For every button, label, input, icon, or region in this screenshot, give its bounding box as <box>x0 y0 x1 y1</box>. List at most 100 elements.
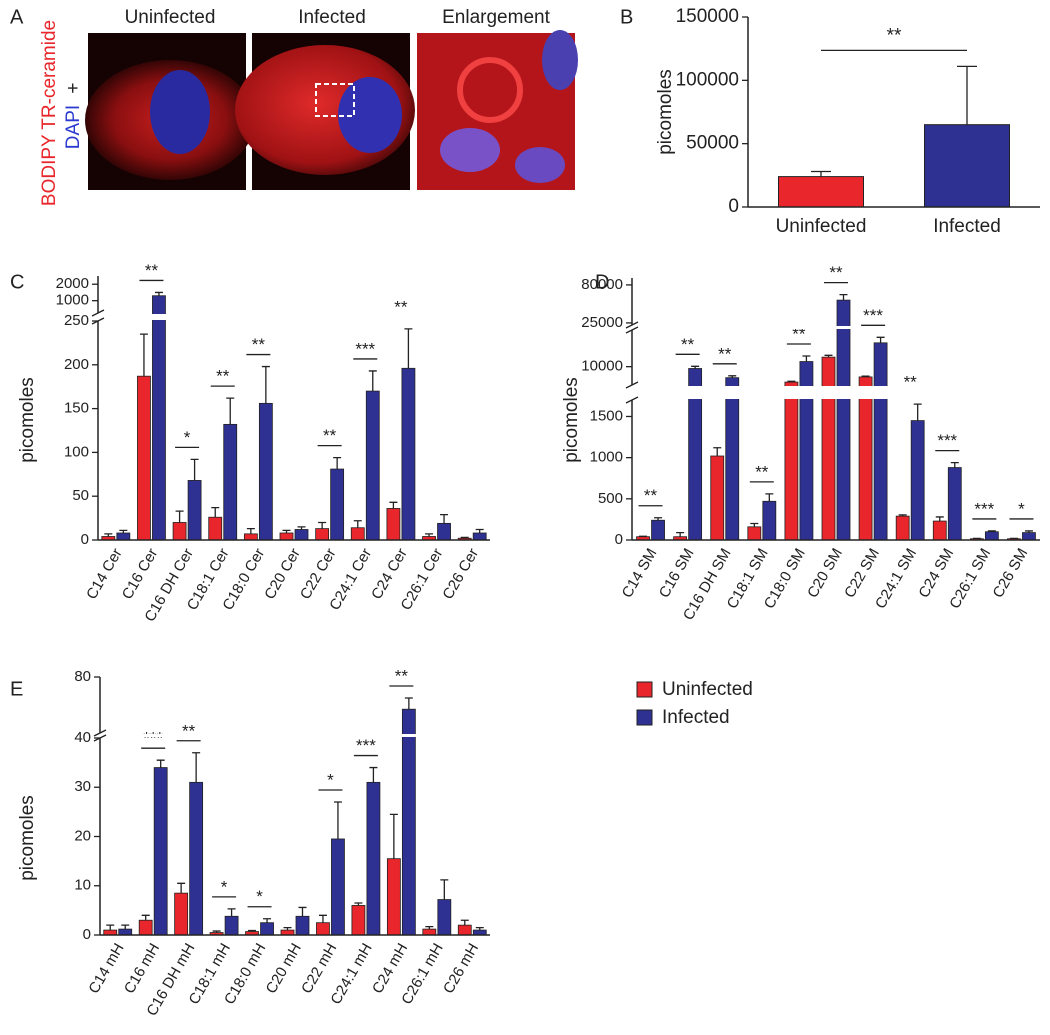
error-bar <box>404 328 413 369</box>
y-tick-label: 30 <box>74 778 91 795</box>
significance-label: ** <box>323 426 337 445</box>
bar <box>651 519 665 541</box>
error-bar <box>369 766 378 783</box>
x-tick-label: C22 SM <box>841 545 883 600</box>
image-title: Uninfected <box>125 7 216 28</box>
significance-label: ** <box>681 335 695 354</box>
significance-label: * <box>221 877 228 896</box>
error-bar <box>950 461 959 468</box>
y-tick-label: 150000 <box>676 6 739 27</box>
bar <box>330 468 345 541</box>
significance-label: *** <box>143 729 163 748</box>
legend-label: Infected <box>662 707 730 728</box>
y-tick-label: 10000 <box>581 358 623 375</box>
bar <box>710 455 725 541</box>
significance-label: ** <box>395 666 409 685</box>
y-tick-label: 40 <box>74 729 91 746</box>
inclusion <box>515 147 565 183</box>
y-tick-label: 250 <box>64 312 89 329</box>
error-bar <box>440 513 449 524</box>
error-bar <box>212 930 221 933</box>
y-axis-label: picomoles <box>17 377 38 463</box>
bar <box>947 467 962 541</box>
error-bar <box>425 533 434 537</box>
error-bar <box>119 529 128 533</box>
bar <box>984 531 999 541</box>
bar <box>821 356 836 541</box>
error-bar <box>261 365 270 404</box>
x-tick-label: C14 SM <box>619 545 661 600</box>
bar <box>386 858 401 936</box>
bar <box>315 528 330 541</box>
bar <box>116 532 131 541</box>
bar <box>174 892 189 936</box>
zoom-box <box>315 83 355 117</box>
vacuole <box>457 57 523 123</box>
x-tick-label: Uninfected <box>776 216 867 237</box>
error-bar <box>957 65 977 125</box>
bar <box>137 375 151 541</box>
significance-label: *** <box>863 306 883 325</box>
significance-label: * <box>184 428 191 447</box>
error-bar <box>192 752 201 783</box>
counterstain-label: DAPI <box>63 105 84 149</box>
bar <box>747 526 762 541</box>
bar <box>243 533 258 541</box>
error-bar <box>354 902 363 906</box>
error-bar <box>389 813 398 859</box>
x-tick-label: C24 SM <box>915 545 957 600</box>
bar <box>187 480 202 541</box>
image-title: Infected <box>298 7 366 28</box>
bar <box>472 532 487 541</box>
error-bar <box>676 531 685 537</box>
stain-label: BODIPY TR-ceramide <box>39 20 60 206</box>
y-tick-label: 1000 <box>590 449 623 466</box>
error-bar <box>154 291 163 296</box>
error-bar <box>190 458 199 481</box>
y-tick-label: 50 <box>72 487 89 504</box>
error-bar <box>318 521 327 529</box>
nucleus <box>150 70 210 154</box>
inclusion <box>542 30 578 90</box>
y-tick-label: 0 <box>81 531 89 548</box>
bar <box>258 402 273 541</box>
bar <box>386 508 401 541</box>
inclusion <box>440 128 500 172</box>
bar <box>924 124 1010 208</box>
bar <box>784 381 799 541</box>
y-tick-label: 150 <box>64 400 89 417</box>
y-tick-label: 2000 <box>56 275 89 292</box>
error-bar <box>298 906 307 917</box>
y-tick-label: 80000 <box>581 276 623 293</box>
bar <box>153 767 168 936</box>
bar <box>836 299 851 541</box>
y-axis-label: picomoles <box>561 377 582 463</box>
significance-label: ** <box>718 344 732 363</box>
significance-label: * <box>327 771 334 790</box>
error-bar <box>425 925 434 930</box>
error-bar <box>389 501 398 509</box>
error-bar <box>824 354 833 358</box>
error-bar <box>175 510 184 523</box>
bar <box>932 520 947 541</box>
error-bar <box>913 403 922 421</box>
error-bar <box>106 924 115 931</box>
axis-break <box>92 734 490 737</box>
error-bar <box>460 536 469 539</box>
y-tick-label: 0 <box>615 531 623 548</box>
error-bar <box>226 397 235 425</box>
panel-letter: C <box>10 271 24 293</box>
significance-label: *** <box>937 431 957 450</box>
bar <box>295 915 310 936</box>
panel-a: A Uninfected Infected Enlargement BODIPY… <box>10 6 578 206</box>
y-tick-label: 0 <box>728 196 739 217</box>
bar <box>1022 532 1036 541</box>
error-bar <box>141 914 150 921</box>
x-tick-label: C16 SM <box>656 545 698 600</box>
y-tick-label: 1500 <box>590 407 623 424</box>
error-bar <box>460 919 469 926</box>
bar <box>350 527 365 541</box>
significance-label: ** <box>394 297 408 316</box>
error-bar <box>987 530 996 532</box>
error-bar <box>475 528 484 533</box>
